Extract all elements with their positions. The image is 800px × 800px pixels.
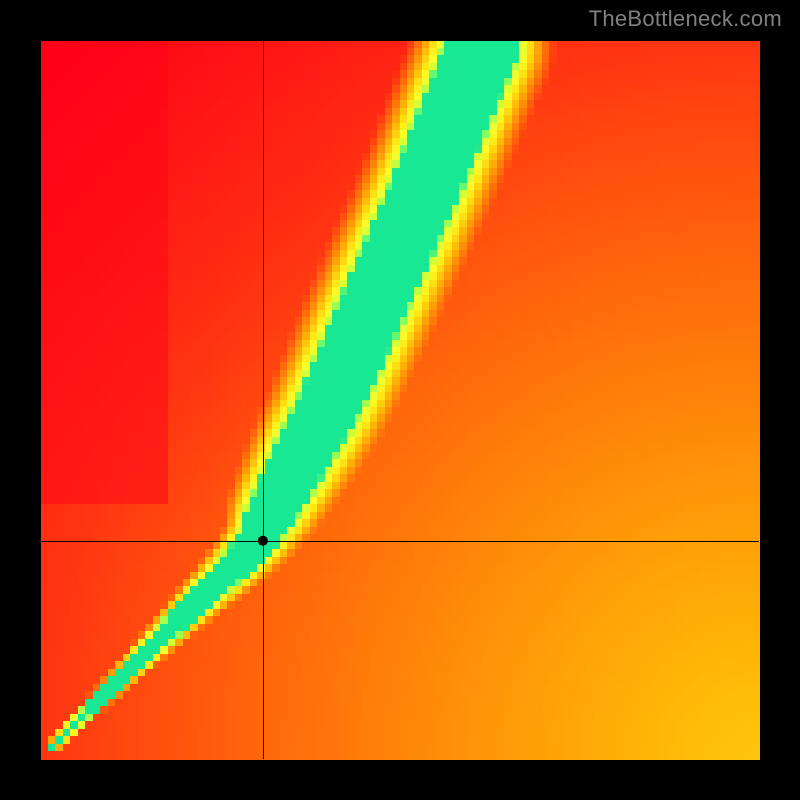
watermark-text: TheBottleneck.com xyxy=(589,6,782,32)
chart-container: { "watermark": "TheBottleneck.com", "can… xyxy=(0,0,800,800)
crosshair-overlay xyxy=(0,0,800,800)
